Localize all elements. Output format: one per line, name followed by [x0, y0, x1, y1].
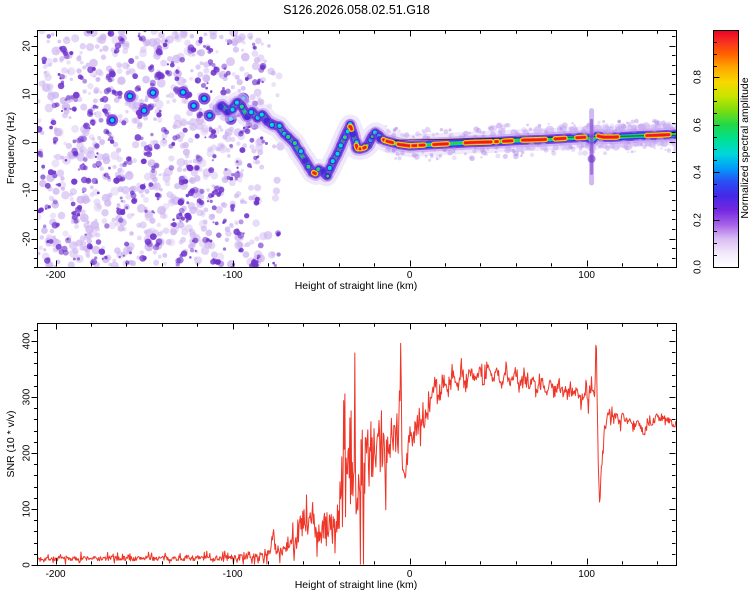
snr-tick-label: 100 — [21, 500, 33, 518]
bottom-x-tick-label: -200 — [45, 569, 66, 580]
bottom-x-tick-label: 0 — [406, 569, 413, 580]
snr-tick-label: 400 — [21, 332, 33, 350]
frequency-tick-label: -20 — [21, 231, 33, 246]
top-height-axis-label: Height of straight line (km) — [294, 280, 418, 292]
snr-tick-label: 0 — [21, 562, 33, 568]
frequency-axis-label: Frequency (Hz) — [5, 111, 17, 185]
frequency-tick-label: 10 — [21, 88, 33, 100]
snr-tick-label: 200 — [21, 444, 33, 462]
colorbar-tick-label: 0.0 — [692, 260, 704, 274]
colorbar-tick-label: 0.8 — [692, 70, 704, 85]
snr-axis-label: SNR (10 * v/v) — [5, 410, 17, 478]
colorbar-label: Normalized spectral amplitude — [739, 77, 750, 219]
bottom-x-tick-label: -100 — [222, 569, 243, 580]
plot-title: S126.2026.058.02.51.G18 — [283, 3, 430, 17]
bottom-x-tick-label: 100 — [578, 569, 595, 580]
top-x-tick-label: -200 — [45, 270, 66, 281]
frequency-tick-label: 20 — [21, 39, 33, 52]
top-x-tick-label: -100 — [222, 270, 243, 281]
frequency-tick-label: 0 — [21, 139, 33, 145]
top-x-tick-label: 0 — [406, 270, 413, 281]
bottom-height-axis-label: Height of straight line (km) — [294, 579, 418, 591]
colorbar-tick-label: 0.4 — [692, 165, 704, 180]
frequency-tick-label: -10 — [21, 183, 33, 198]
colorbar-tick-label: 0.2 — [692, 212, 704, 227]
top-x-tick-label: 100 — [578, 270, 595, 281]
snr-tick-label: 300 — [21, 388, 33, 406]
colorbar-tick-label: 0.6 — [692, 117, 704, 132]
